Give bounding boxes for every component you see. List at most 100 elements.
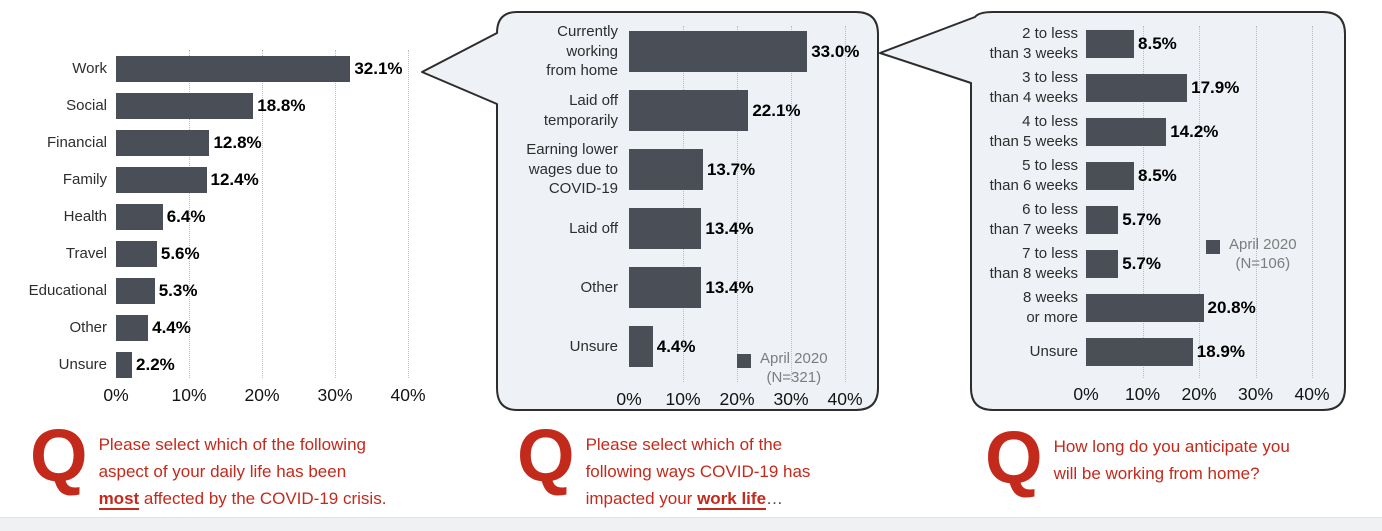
category-label: Unsure (58, 355, 107, 373)
gridlines (629, 26, 846, 382)
bar (1086, 294, 1204, 322)
bar (1086, 206, 1119, 234)
category-label: Social (66, 96, 107, 114)
question-line: aspect of your daily life has been (99, 458, 387, 485)
bar-row: Currently working from home 33.0% (497, 22, 878, 81)
gridline (189, 50, 190, 378)
gridline (845, 26, 846, 382)
bar (1086, 74, 1188, 102)
bar (116, 240, 157, 267)
question-line: Please select which of the (586, 431, 811, 458)
category-label: Other (580, 278, 618, 296)
value-label: 13.4% (705, 218, 754, 238)
question-segment: Please select which of the following (98, 435, 366, 454)
bar-row: Unsure 18.9% (971, 330, 1345, 374)
bar-row: 6 to less than 7 weeks 5.7% (971, 198, 1345, 242)
gridline (737, 26, 738, 382)
bar-row: Laid off 13.4% (497, 199, 878, 258)
bar (116, 277, 155, 304)
category-label: Financial (46, 133, 107, 151)
bar-row: 5 to less than 6 weeks 8.5% (971, 154, 1345, 198)
x-axis-tick-label: 20% (719, 389, 755, 409)
gridline (1255, 26, 1257, 378)
x-axis-tick-label: 30% (773, 389, 809, 409)
value-label: 18.9% (1196, 342, 1245, 361)
bar-row: Social 18.8% (8, 87, 448, 124)
value-label: 5.6% (160, 243, 200, 263)
wfh-duration-chart: 2 to less than 3 weeks 8.5% 3 to less than… (971, 12, 1345, 410)
question-line: will be working from home? (1054, 460, 1290, 487)
question-line: following ways COVID-19 has (586, 458, 811, 485)
x-axis-tick-label: 10% (171, 385, 207, 405)
bar (116, 314, 149, 341)
gridline (335, 50, 336, 378)
question-line: How long do you anticipate you (1054, 433, 1290, 460)
value-label: 5.3% (158, 280, 198, 300)
question-wfh-duration: Q How long do you anticipate you will be … (985, 416, 1290, 499)
gridline (683, 26, 684, 382)
value-label: 2.2% (136, 354, 175, 374)
gridlines (116, 50, 409, 378)
legend-label: April 2020 (N=321) (760, 350, 828, 387)
category-label: 6 to less than 7 weeks (989, 201, 1078, 238)
question-q-icon: Q (985, 416, 1043, 499)
value-label: 32.1% (354, 58, 403, 78)
legend-label: April 2020 (N=106) (1229, 236, 1297, 273)
value-label: 5.7% (1122, 254, 1161, 273)
category-label: Educational (28, 281, 107, 299)
category-label: 8 weeks or more (1022, 289, 1078, 326)
bar-row: 2 to less than 3 weeks 8.5% (971, 22, 1345, 66)
question-line: Please select which of the following (99, 431, 387, 458)
x-axis-tick-label: 30% (317, 385, 353, 405)
question-segment: impacted your (585, 489, 698, 508)
category-label: Other (69, 318, 107, 336)
bar-row: Earning lower wages due to COVID-19 13.7% (497, 140, 878, 199)
gridline (1312, 26, 1313, 378)
category-label: Currently working from home (546, 22, 618, 80)
bar (116, 166, 207, 193)
value-label: 33.0% (811, 41, 860, 61)
bar-row: Travel 5.6% (8, 235, 448, 272)
category-label: Earning lower wages due to COVID-19 (526, 140, 618, 198)
bar-row: Health 6.4% (8, 198, 448, 235)
bar-row: Unsure 2.2% (8, 346, 448, 383)
category-label: Laid off (569, 219, 618, 237)
bar-row: Family 12.4% (8, 161, 448, 198)
value-label: 13.4% (705, 277, 754, 297)
category-label: 4 to less than 5 weeks (989, 113, 1078, 150)
gridline (408, 50, 409, 378)
value-label: 13.7% (706, 159, 756, 179)
category-label: Work (72, 59, 107, 77)
value-label: 22.1% (752, 100, 801, 120)
question-text: Please select which of the following ways… (586, 428, 811, 512)
bar-row: Educational 5.3% (8, 272, 448, 309)
bar-row: 7 to less than 8 weeks 5.7% (971, 242, 1345, 286)
bar (629, 31, 808, 72)
x-axis-tick-label: 20% (1181, 384, 1217, 404)
category-label: 5 to less than 6 weeks (989, 157, 1078, 194)
x-axis-tick-label: 0% (1073, 384, 1099, 404)
value-label: 8.5% (1138, 34, 1177, 53)
bar-row: Unsure 4.4% (497, 317, 878, 376)
bar-row: 4 to less than 5 weeks 14.2% (971, 110, 1345, 154)
category-label: Laid off temporarily (543, 91, 618, 129)
bar (116, 203, 163, 230)
bar-row: Work 32.1% (8, 50, 448, 87)
gridlines (1086, 26, 1313, 378)
bar (629, 267, 702, 308)
bar (629, 90, 749, 131)
question-q-icon: Q (517, 414, 575, 497)
category-label: Unsure (569, 337, 618, 355)
gridline (1142, 26, 1144, 378)
value-label: 5.7% (1122, 210, 1161, 229)
category-label: 7 to less than 8 weeks (989, 245, 1078, 282)
bar (629, 149, 703, 190)
question-segment: will be working from home? (1053, 464, 1260, 483)
bottom-strip (0, 517, 1382, 531)
legend-swatch (737, 354, 751, 368)
gridline (262, 50, 263, 378)
question-line: impacted your work life… (586, 485, 811, 512)
bar-row: Other 4.4% (8, 309, 448, 346)
x-axis-tick-label: 40% (390, 385, 426, 405)
daily-life-chart: Work 32.1% Social 18.8% Financial 12.8% Family… (8, 44, 448, 434)
